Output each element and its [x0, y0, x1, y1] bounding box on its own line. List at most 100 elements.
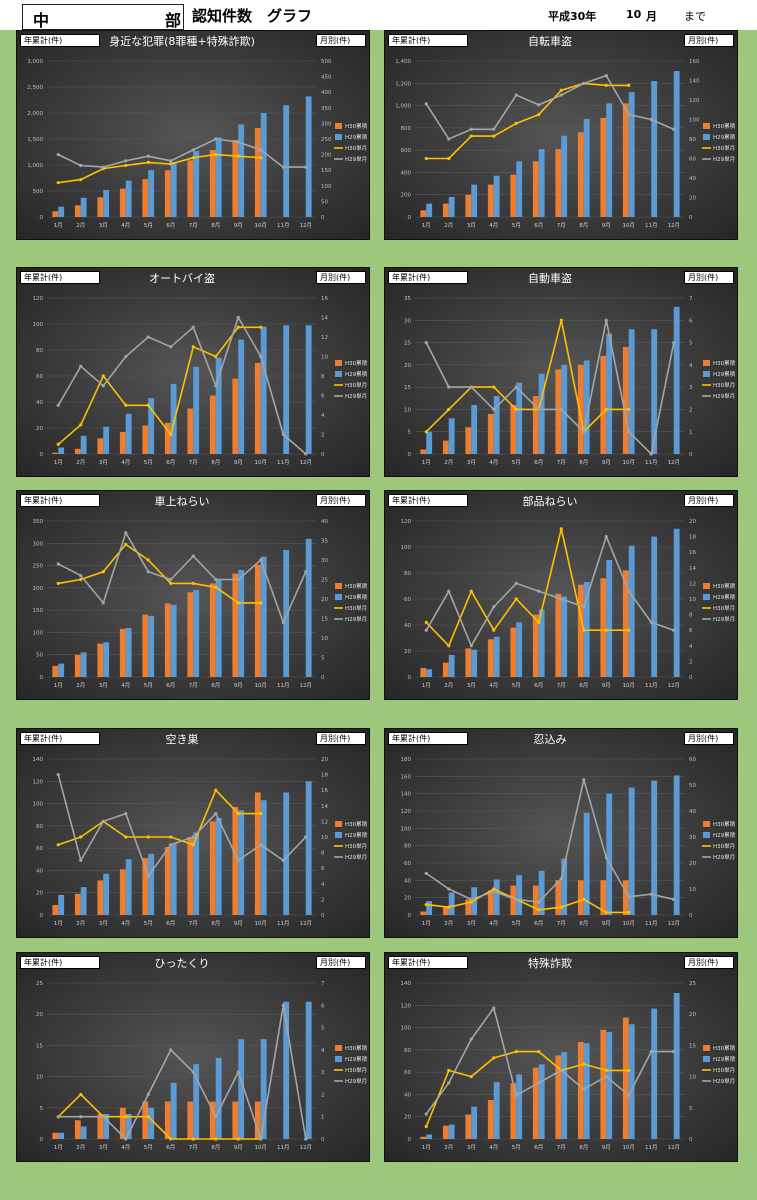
legend-label: H29単月 [345, 615, 367, 623]
point-h29 [56, 562, 60, 566]
legend-label: H29累積 [345, 133, 368, 141]
chart-panel: 年累計(件) 月別(件) 空き巣 0 20 40 60 80 100 120 140 0 2 4 6 8 10 1… [16, 728, 370, 938]
bar-h29 [448, 654, 455, 677]
point-h30 [447, 407, 451, 412]
point-h29 [492, 1006, 496, 1010]
legend-label: H29単月 [713, 615, 735, 623]
point-h30 [169, 162, 173, 166]
bar-h29 [305, 781, 312, 915]
right-tick-label: 1 [321, 1115, 325, 1121]
x-tick-label: 10月 [623, 920, 636, 927]
line-h29 [58, 1004, 307, 1140]
left-tick-label: 25 [36, 981, 43, 987]
left-tick-label: 20 [404, 1115, 411, 1121]
left-tick-label: 600 [401, 148, 412, 154]
point-h29 [146, 874, 150, 878]
bar-h30 [487, 639, 494, 677]
point-h29 [582, 778, 586, 782]
bar-h30 [187, 592, 194, 677]
point-h29 [604, 535, 608, 539]
point-h30 [559, 88, 563, 92]
point-h30 [259, 812, 263, 816]
point-h30 [514, 597, 518, 601]
point-h29 [281, 620, 285, 624]
x-tick-label: 1月 [54, 682, 63, 689]
bar-h29 [426, 901, 433, 915]
bar-h29 [583, 812, 590, 915]
left-tick-label: 25 [404, 341, 411, 347]
right-tick-label: 10 [689, 597, 696, 603]
bar-h30 [555, 149, 562, 217]
x-tick-label: 4月 [121, 1144, 130, 1151]
bar-h29 [651, 780, 658, 915]
x-tick-label: 2月 [76, 222, 85, 229]
bar-h29 [103, 189, 110, 217]
left-axis-tag: 年累計(件) [20, 732, 100, 745]
point-h29 [281, 165, 285, 169]
right-tick-label: 50 [321, 199, 328, 205]
point-h29 [649, 1050, 653, 1054]
bar-h29 [651, 536, 658, 677]
x-tick-label: 6月 [534, 222, 543, 229]
left-tick-label: 1,400 [395, 59, 411, 65]
left-tick-label: 20 [404, 896, 411, 902]
legend-swatch [335, 821, 342, 827]
right-tick-label: 200 [321, 153, 332, 159]
left-tick-label: 1,000 [27, 163, 43, 169]
x-tick-label: 11月 [277, 682, 290, 689]
bar-h30 [532, 396, 539, 454]
x-tick-label: 5月 [512, 222, 521, 229]
bar-h30 [465, 427, 472, 454]
point-h29 [424, 628, 428, 632]
until-label: まで [684, 10, 706, 23]
point-h30 [124, 403, 128, 407]
legend-label: H29単月 [345, 1077, 367, 1085]
bar-h29 [215, 357, 222, 454]
bar-h30 [254, 564, 261, 677]
left-tick-label: 120 [401, 519, 412, 525]
bar-h29 [193, 832, 200, 915]
x-tick-label: 8月 [211, 682, 220, 689]
bar-h29 [103, 642, 110, 677]
right-tick-label: 16 [321, 788, 328, 794]
point-h29 [672, 897, 676, 901]
point-h29 [124, 812, 128, 816]
x-tick-label: 12月 [300, 920, 313, 927]
bar-h30 [532, 161, 539, 217]
bar-h30 [97, 643, 104, 677]
chart-svg: 自動車盗 0 5 10 15 20 25 30 35 0 1 2 3 4 5 6 7 1月 2月 3月 4月 5月 6月 7月… [404, 271, 736, 466]
right-tick-label: 18 [689, 535, 696, 541]
x-tick-label: 5月 [512, 1144, 521, 1151]
bar-h30 [97, 1114, 104, 1139]
point-h30 [124, 835, 128, 839]
right-tick-label: 3 [321, 1070, 325, 1076]
chart-svg: 空き巣 0 20 40 60 80 100 120 140 0 2 4 6 8 10 12 14 16 18 20 1月… [33, 732, 368, 927]
bar-h29 [260, 1039, 267, 1139]
bar-h29 [471, 184, 478, 217]
point-h29 [447, 137, 451, 141]
left-tick-label: 100 [33, 802, 44, 808]
point-h29 [559, 407, 563, 412]
point-h30 [604, 1068, 608, 1072]
legend-label: H29単月 [345, 155, 367, 163]
x-tick-label: 2月 [444, 459, 453, 466]
point-h30 [604, 910, 608, 914]
legend-label: H29単月 [345, 853, 367, 861]
bar-h30 [577, 1042, 584, 1139]
point-h29 [627, 430, 631, 434]
point-h30 [56, 181, 60, 185]
bar-h29 [283, 1001, 290, 1139]
point-h29 [124, 531, 128, 535]
x-tick-label: 6月 [534, 920, 543, 927]
bar-h29 [193, 366, 200, 454]
bar-h29 [260, 556, 267, 677]
right-tick-label: 25 [321, 578, 328, 584]
bar-h29 [80, 652, 87, 677]
right-tick-label: 6 [689, 318, 693, 324]
bar-h29 [448, 1124, 455, 1139]
point-h29 [447, 1081, 451, 1085]
right-tick-label: 20 [321, 597, 328, 603]
x-tick-label: 12月 [300, 1144, 313, 1151]
point-h29 [259, 558, 263, 562]
point-h30 [514, 407, 518, 412]
